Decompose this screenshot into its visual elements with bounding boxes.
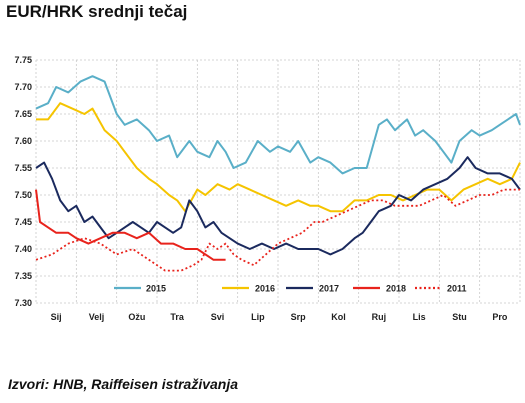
x-tick-label: Sij — [51, 312, 62, 322]
y-tick-label: 7.65 — [14, 109, 32, 119]
y-tick-label: 7.30 — [14, 298, 32, 308]
source-note: Izvori: HNB, Raiffeisen istraživanja — [8, 376, 239, 392]
x-tick-label: Kol — [331, 312, 346, 322]
x-tick-label: Svi — [211, 312, 225, 322]
legend-label-2015: 2015 — [146, 284, 166, 294]
y-tick-label: 7.40 — [14, 244, 32, 254]
legend-label-2018: 2018 — [386, 284, 406, 294]
y-tick-label: 7.45 — [14, 217, 32, 227]
x-tick-label: Lis — [413, 312, 426, 322]
legend-label-2016: 2016 — [255, 284, 275, 294]
x-tick-label: Srp — [291, 312, 307, 322]
x-tick-label: Stu — [452, 312, 467, 322]
y-tick-label: 7.50 — [14, 190, 32, 200]
legend-label-2017: 2017 — [319, 284, 339, 294]
series-line-2018 — [35, 189, 226, 261]
x-tick-label: Ruj — [372, 312, 387, 322]
series-line-2017 — [35, 156, 521, 256]
x-tick-label: Tra — [170, 312, 185, 322]
y-tick-label: 7.35 — [14, 271, 32, 281]
legend-label-2011: 2011 — [447, 284, 467, 294]
x-tick-label: Ožu — [128, 312, 145, 322]
y-tick-label: 7.60 — [14, 136, 32, 146]
x-tick-label: Lip — [251, 312, 265, 322]
y-tick-label: 7.75 — [14, 55, 32, 65]
y-tick-label: 7.70 — [14, 82, 32, 92]
chart-title: EUR/HRK srednji tečaj — [6, 2, 188, 21]
x-tick-label: Pro — [492, 312, 508, 322]
x-tick-label: Velj — [89, 312, 105, 322]
line-chart: 7.30 7.35 7.40 7.45 7.50 7.55 7.60 7.65 7.70 7.75… — [14, 55, 521, 322]
series-line-2011 — [35, 188, 520, 272]
series-line-2015 — [35, 75, 521, 175]
y-tick-label: 7.55 — [14, 163, 32, 173]
series-line-2016 — [36, 102, 521, 213]
